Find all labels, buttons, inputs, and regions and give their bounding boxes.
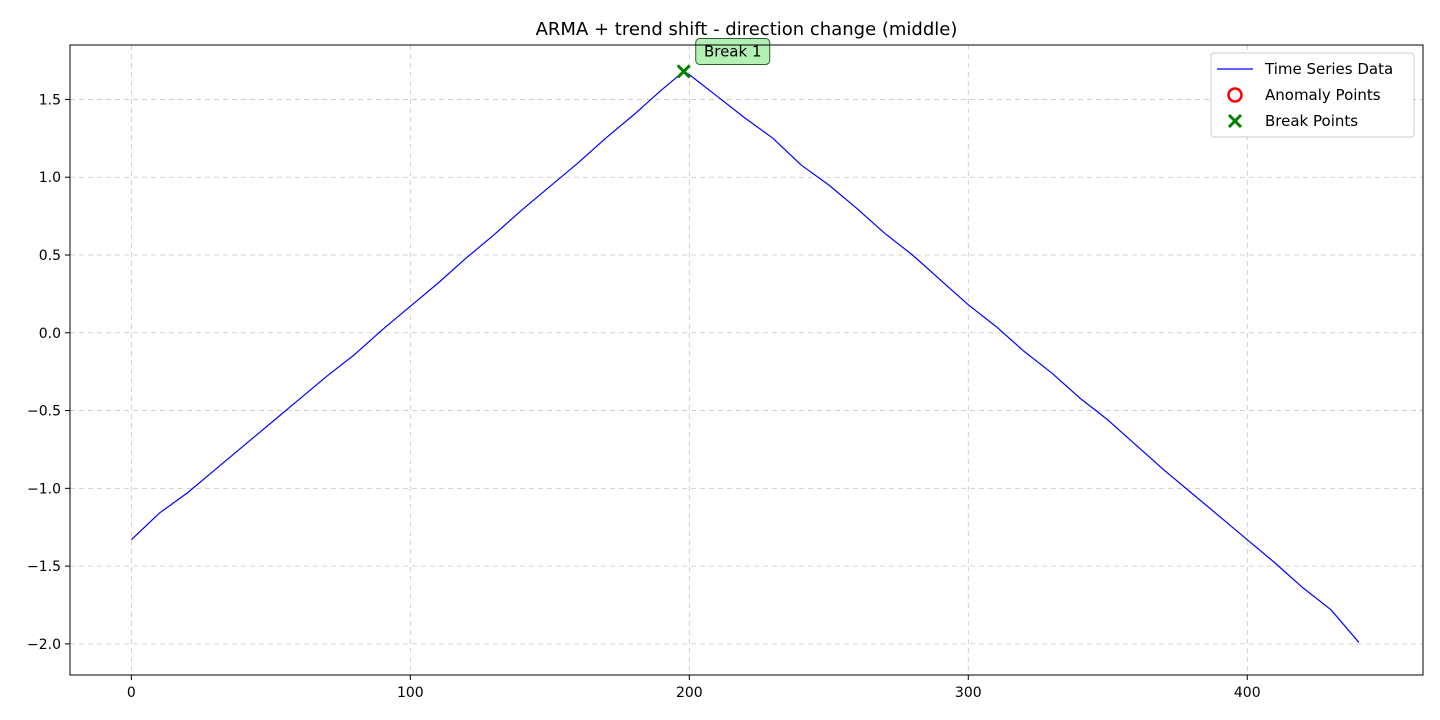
series-layer	[130, 70, 1360, 643]
y-tick-label: −0.5	[27, 404, 61, 420]
legend-label: Time Series Data	[1264, 60, 1393, 78]
legend-label: Anomaly Points	[1265, 86, 1381, 104]
grid-layer	[70, 45, 1423, 675]
legend-break-marker	[1227, 113, 1243, 129]
legend-box	[1210, 52, 1415, 138]
y-tick-label: 0.5	[39, 248, 61, 264]
legend-anomaly-marker	[1227, 87, 1243, 103]
x-tick-label: 100	[397, 685, 424, 701]
break-label: Break 1	[704, 42, 762, 60]
x-tick-label: 300	[955, 685, 982, 701]
chart-title: ARMA + trend shift - direction change (m…	[536, 19, 958, 40]
break-point-marker	[676, 64, 691, 79]
y-tick-label: 1.5	[39, 92, 61, 108]
y-tick-label: 1.0	[39, 170, 61, 186]
legend: Time Series Data Anomaly Points Break Poin…	[1210, 52, 1415, 138]
x-tick-label: 400	[1234, 685, 1261, 701]
plot-frame	[69, 44, 1424, 676]
legend-label: Break Points	[1265, 112, 1358, 130]
y-tick-label: −1.0	[27, 481, 61, 497]
y-tick-label: −1.5	[27, 559, 61, 575]
break-layer: Break 1	[676, 37, 771, 79]
x-tick-label: 0	[127, 685, 136, 701]
y-tick-label: 0.0	[39, 326, 61, 342]
x-tick-label: 200	[676, 685, 703, 701]
series-line	[130, 70, 1360, 643]
y-tick-label: −2.0	[27, 637, 61, 653]
tick-layer: 0 100 200 300 400 −2.0 −1.5 −1.0 −0.5 0.0 0.5 1.0 1.…	[27, 92, 1261, 701]
